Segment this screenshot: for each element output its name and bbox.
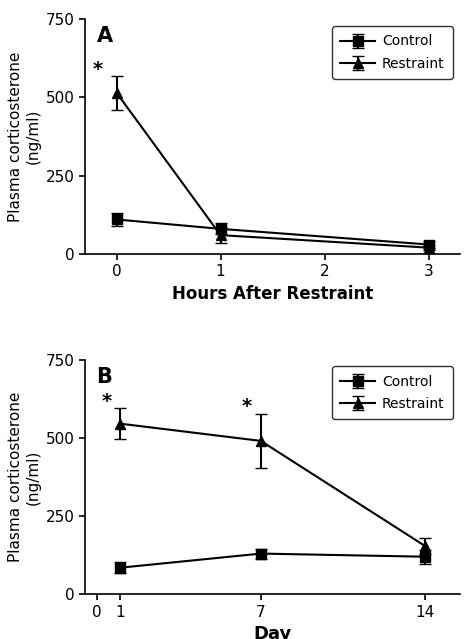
- Y-axis label: Plasma corticosterone
(ng/ml): Plasma corticosterone (ng/ml): [8, 392, 40, 562]
- Text: *: *: [101, 392, 111, 412]
- Legend: Control, Restraint: Control, Restraint: [332, 26, 453, 79]
- Text: *: *: [242, 397, 252, 416]
- Y-axis label: Plasma corticosterone
(ng/ml): Plasma corticosterone (ng/ml): [8, 51, 40, 222]
- Legend: Control, Restraint: Control, Restraint: [332, 367, 453, 419]
- Text: B: B: [97, 367, 112, 387]
- Text: *: *: [93, 60, 103, 79]
- X-axis label: Day: Day: [254, 625, 292, 639]
- Text: A: A: [97, 26, 113, 46]
- X-axis label: Hours After Restraint: Hours After Restraint: [172, 285, 373, 303]
